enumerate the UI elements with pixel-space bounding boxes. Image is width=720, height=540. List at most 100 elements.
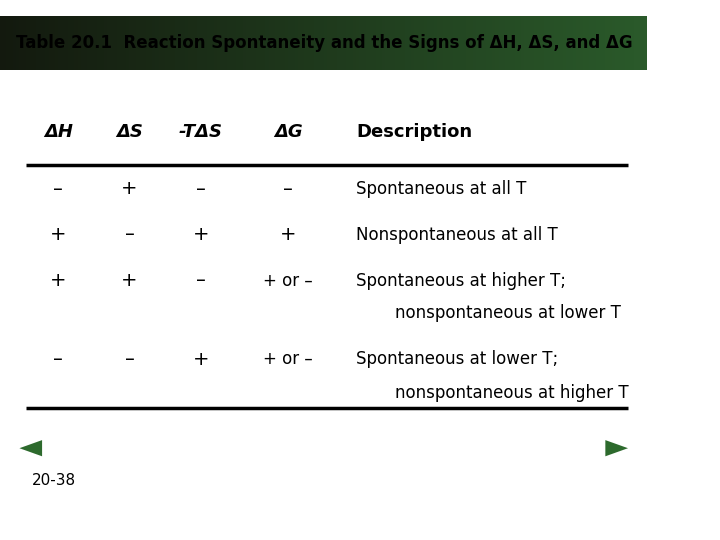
Bar [366, 16, 370, 70]
Bar [466, 16, 471, 70]
Bar [631, 16, 636, 70]
Bar [593, 16, 597, 70]
Bar [292, 16, 296, 70]
Bar [117, 16, 121, 70]
Text: ΔH: ΔH [44, 123, 73, 141]
Text: –: – [125, 225, 135, 245]
Bar [307, 16, 312, 70]
Bar [91, 16, 95, 70]
Text: 20-38: 20-38 [32, 473, 76, 488]
Bar [537, 16, 542, 70]
Bar [94, 16, 99, 70]
Text: Table 20.1  Reaction Spontaneity and the Signs of ΔH, ΔS, and ΔG: Table 20.1 Reaction Spontaneity and the … [16, 34, 633, 52]
Bar [431, 16, 435, 70]
Bar [437, 16, 441, 70]
Bar [301, 16, 305, 70]
Text: Spontaneous at lower T;: Spontaneous at lower T; [356, 350, 558, 368]
Bar [395, 16, 400, 70]
Bar [518, 16, 523, 70]
Bar [459, 16, 464, 70]
Bar [595, 16, 600, 70]
Bar [479, 16, 484, 70]
Bar [511, 16, 516, 70]
Bar [492, 16, 497, 70]
Bar [638, 16, 642, 70]
Bar [165, 16, 170, 70]
Bar [420, 16, 426, 70]
Text: Spontaneous at all T: Spontaneous at all T [356, 180, 526, 198]
Bar [294, 16, 299, 70]
Bar [576, 16, 581, 70]
Bar [557, 16, 562, 70]
Bar [485, 16, 490, 70]
Bar [52, 16, 56, 70]
Bar [223, 16, 228, 70]
Bar [107, 16, 112, 70]
Bar [427, 16, 432, 70]
Bar [498, 16, 503, 70]
Bar [175, 16, 179, 70]
Bar [476, 16, 480, 70]
Bar [408, 16, 413, 70]
Bar [544, 16, 549, 70]
Bar [48, 16, 53, 70]
Bar [424, 16, 428, 70]
Bar [385, 16, 390, 70]
Bar [534, 16, 539, 70]
Bar [440, 16, 445, 70]
Bar [324, 16, 328, 70]
Bar [489, 16, 493, 70]
Bar [136, 16, 140, 70]
Text: nonspontaneous at lower T: nonspontaneous at lower T [395, 304, 621, 322]
Bar [372, 16, 377, 70]
Text: -TΔS: -TΔS [179, 123, 222, 141]
Bar [39, 16, 43, 70]
Bar [240, 16, 244, 70]
Bar [126, 16, 131, 70]
Text: –: – [53, 179, 63, 199]
Polygon shape [606, 440, 628, 456]
Bar [130, 16, 134, 70]
Bar [330, 16, 335, 70]
Bar [547, 16, 552, 70]
Bar [156, 16, 160, 70]
Text: +: + [192, 349, 209, 369]
Bar [262, 16, 266, 70]
Text: Description: Description [356, 123, 472, 141]
Bar [550, 16, 555, 70]
Bar [589, 16, 594, 70]
Bar [249, 16, 253, 70]
Bar [453, 16, 458, 70]
Bar [463, 16, 467, 70]
Text: + or –: + or – [264, 272, 313, 290]
Bar [279, 16, 283, 70]
Bar [528, 16, 532, 70]
Bar [314, 16, 318, 70]
Bar [356, 16, 361, 70]
Bar [233, 16, 238, 70]
Bar [382, 16, 387, 70]
Bar [143, 16, 147, 70]
Text: +: + [50, 225, 66, 245]
Bar [87, 16, 92, 70]
Bar [472, 16, 477, 70]
Bar [644, 16, 649, 70]
Bar [369, 16, 374, 70]
Bar [207, 16, 212, 70]
Bar [502, 16, 506, 70]
Bar [392, 16, 396, 70]
Bar [586, 16, 590, 70]
Text: +: + [192, 225, 209, 245]
Bar [256, 16, 260, 70]
Bar [35, 16, 40, 70]
Bar [582, 16, 588, 70]
Bar [19, 16, 24, 70]
Bar [266, 16, 270, 70]
Bar [246, 16, 251, 70]
Bar [282, 16, 286, 70]
Bar [104, 16, 108, 70]
Bar [6, 16, 11, 70]
Bar [97, 16, 102, 70]
Text: ΔS: ΔS [116, 123, 143, 141]
Text: –: – [196, 179, 206, 199]
